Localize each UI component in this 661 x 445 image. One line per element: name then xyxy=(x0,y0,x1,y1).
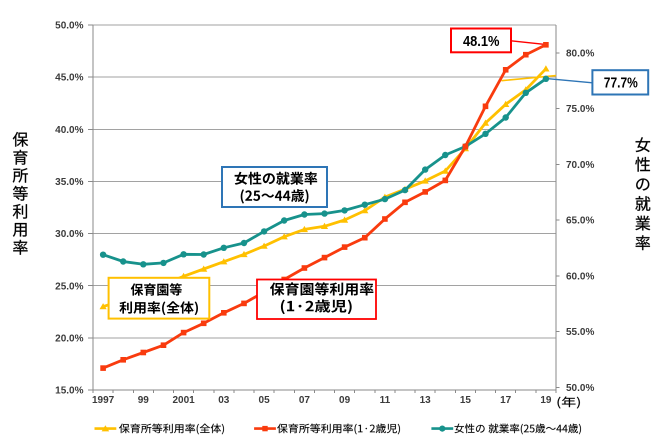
svg-text:09: 09 xyxy=(339,395,351,406)
svg-text:25.0%: 25.0% xyxy=(55,281,83,292)
svg-text:2001: 2001 xyxy=(172,395,195,406)
svg-text:40.0%: 40.0% xyxy=(55,125,83,136)
svg-text:55.0%: 55.0% xyxy=(566,327,594,338)
svg-text:19: 19 xyxy=(540,395,552,406)
svg-text:99: 99 xyxy=(138,395,150,406)
svg-text:77.7%: 77.7% xyxy=(604,75,638,92)
svg-text:11: 11 xyxy=(380,395,391,406)
svg-text:15: 15 xyxy=(460,395,472,406)
svg-text:50.0%: 50.0% xyxy=(566,383,594,394)
svg-text:60.0%: 60.0% xyxy=(566,272,594,283)
svg-text:30.0%: 30.0% xyxy=(55,229,83,240)
svg-text:15.0%: 15.0% xyxy=(55,386,83,397)
svg-text:75.0%: 75.0% xyxy=(566,104,594,115)
svg-text:65.0%: 65.0% xyxy=(566,216,594,227)
svg-text:07: 07 xyxy=(299,395,311,406)
svg-text:45.0%: 45.0% xyxy=(55,73,83,84)
svg-text:1997: 1997 xyxy=(92,395,115,406)
svg-text:17: 17 xyxy=(500,395,512,406)
svg-text:48.1%: 48.1% xyxy=(463,33,500,50)
svg-text:05: 05 xyxy=(259,395,271,406)
svg-text:03: 03 xyxy=(218,395,230,406)
svg-text:20.0%: 20.0% xyxy=(55,334,83,345)
svg-text:70.0%: 70.0% xyxy=(566,160,594,171)
svg-text:13: 13 xyxy=(420,395,432,406)
svg-text:80.0%: 80.0% xyxy=(566,49,594,60)
svg-text:35.0%: 35.0% xyxy=(55,177,83,188)
svg-text:50.0%: 50.0% xyxy=(55,21,83,32)
